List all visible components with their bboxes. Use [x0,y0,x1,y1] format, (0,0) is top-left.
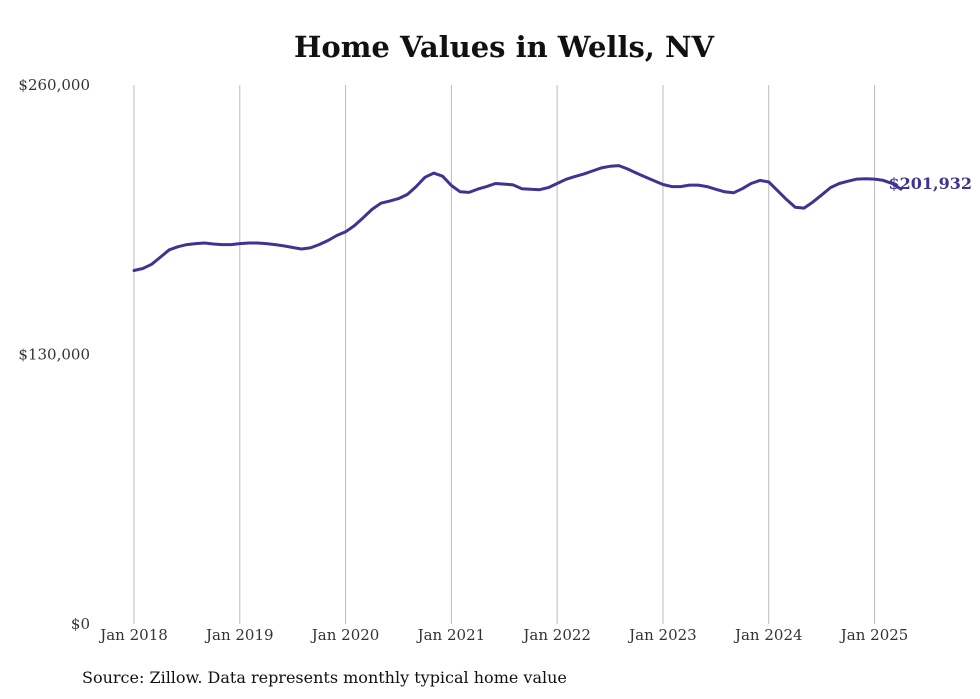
chart-title: Home Values in Wells, NV [294,30,714,64]
x-tick-label: Jan 2019 [204,626,274,644]
y-tick-label: $0 [71,615,90,633]
end-value-label: $201,932 [889,174,973,193]
x-tick-label: Jan 2022 [521,626,591,644]
series-layer: $201,932 [132,164,973,272]
x-tick-label: Jan 2024 [733,626,803,644]
x-axis-ticks: Jan 2018 Jan 2019 Jan 2020 Jan 2021 Jan 2022… [98,626,908,644]
x-tick-label: Jan 2025 [839,626,909,644]
y-axis-ticks: $0 $130,000 $260,000 [18,76,90,633]
x-tick-label: Jan 2023 [627,626,697,644]
source-note: Source: Zillow. Data represents monthly … [82,668,567,687]
y-tick-label: $130,000 [18,346,90,364]
x-tick-label: Jan 2020 [310,626,380,644]
series-line [132,164,903,272]
x-tick-label: Jan 2021 [416,626,486,644]
y-tick-label: $260,000 [18,76,90,94]
x-tick-label: Jan 2018 [98,626,168,644]
gridlines [133,85,876,624]
